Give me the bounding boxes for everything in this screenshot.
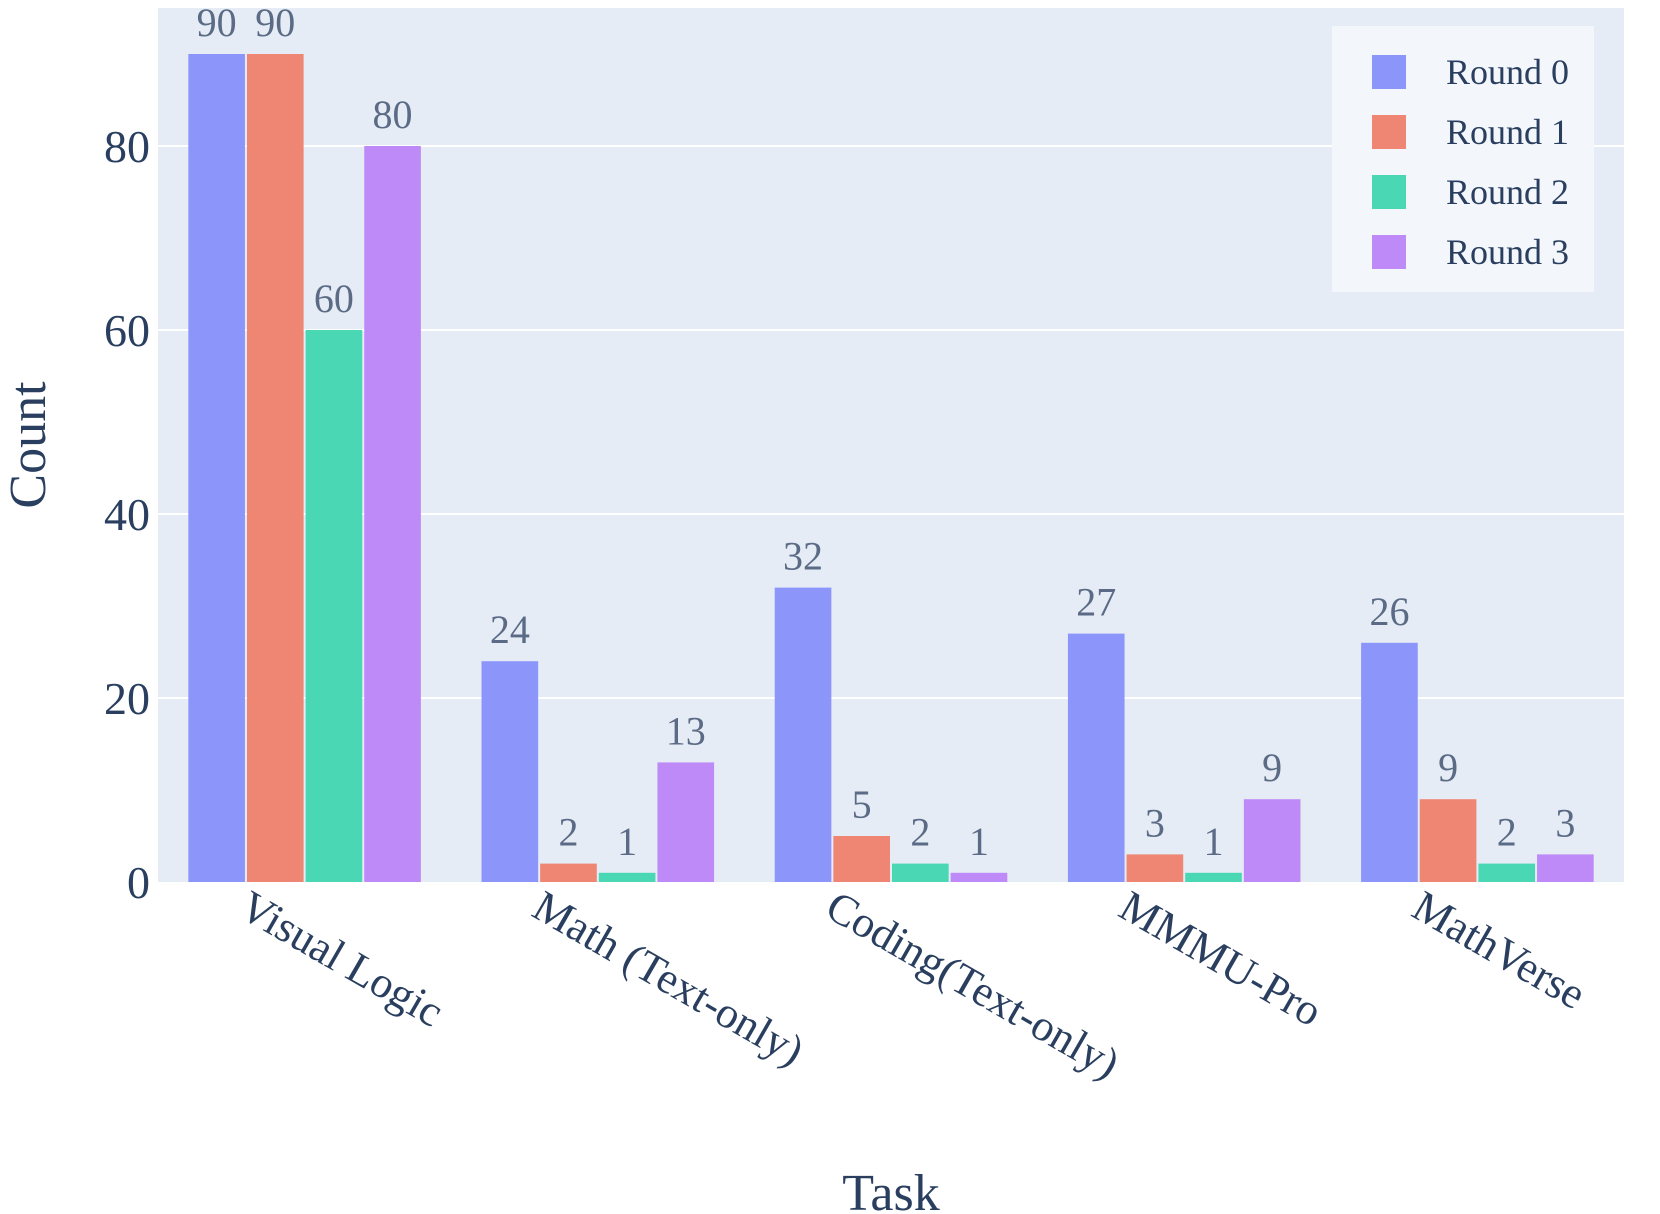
bar [305,330,363,882]
bar-value-label: 1 [1204,819,1224,864]
bar [481,661,539,882]
legend-item-label[interactable]: Round 1 [1446,112,1569,152]
x-tick-label: MMMU-Pro [1111,881,1330,1036]
bar-value-label: 90 [197,0,237,45]
bar [1185,872,1242,882]
bar [1537,854,1594,882]
x-tick-label: Coding(Text-only) [818,881,1128,1088]
bar-value-label: 27 [1076,580,1116,625]
bar-value-label: 9 [1262,745,1282,790]
bar-value-label: 3 [1555,800,1575,845]
y-tick-label: 40 [104,489,150,540]
y-tick-label: 0 [127,857,150,908]
bar-value-label: 24 [490,607,530,652]
bar [1067,633,1125,882]
bar-value-label: 2 [558,810,578,855]
bar-value-label: 2 [1497,810,1517,855]
bar-value-label: 80 [373,92,413,137]
bar [540,863,597,882]
x-tick-label: Visual Logic [232,881,452,1036]
legend-item-label[interactable]: Round 3 [1446,232,1569,272]
x-tick-label: Math (Text-only) [525,881,812,1075]
legend-swatch[interactable] [1372,235,1406,269]
legend-swatch[interactable] [1372,55,1406,89]
x-axis-title: Task [842,1165,939,1214]
bar-value-label: 13 [666,708,706,753]
bar-value-label: 26 [1369,589,1409,634]
bar [1361,642,1418,882]
bar-value-label: 5 [852,782,872,827]
bar-value-label: 9 [1438,745,1458,790]
bar [598,872,656,882]
bar-value-label: 32 [783,534,823,579]
y-tick-label: 20 [104,673,150,724]
x-tick-label: MathVerse [1404,881,1594,1019]
bar [1243,799,1301,882]
bar-value-label: 1 [969,819,989,864]
bar [246,54,304,882]
bar [657,762,715,882]
legend-item-label[interactable]: Round 0 [1446,52,1569,92]
bar [833,836,890,882]
bar [1478,863,1536,882]
legend-swatch[interactable] [1372,175,1406,209]
bar-value-label: 60 [314,276,354,321]
bar [1419,799,1477,882]
bar [1126,854,1184,882]
bars [188,54,1594,882]
bar-value-label: 3 [1145,800,1165,845]
bar [892,863,949,882]
legend-swatch[interactable] [1372,115,1406,149]
y-tick-label: 60 [104,305,150,356]
bar [188,54,245,882]
bar [950,872,1008,882]
legend-item-label[interactable]: Round 2 [1446,172,1569,212]
y-tick-label: 80 [104,121,150,172]
y-axis-title: Count [0,381,57,509]
y-axis-ticks: 0 20 40 60 80 [104,121,150,908]
bar-value-label: 1 [617,819,637,864]
legend[interactable]: Round 0 Round 1 Round 2 Round 3 [1332,26,1594,292]
x-axis-ticks: Visual Logic Math (Text-only) Coding(Text-… [232,881,1594,1088]
bar [364,146,421,882]
bar [774,587,832,882]
bar-value-label: 90 [255,0,295,45]
bar-value-label: 2 [910,810,930,855]
